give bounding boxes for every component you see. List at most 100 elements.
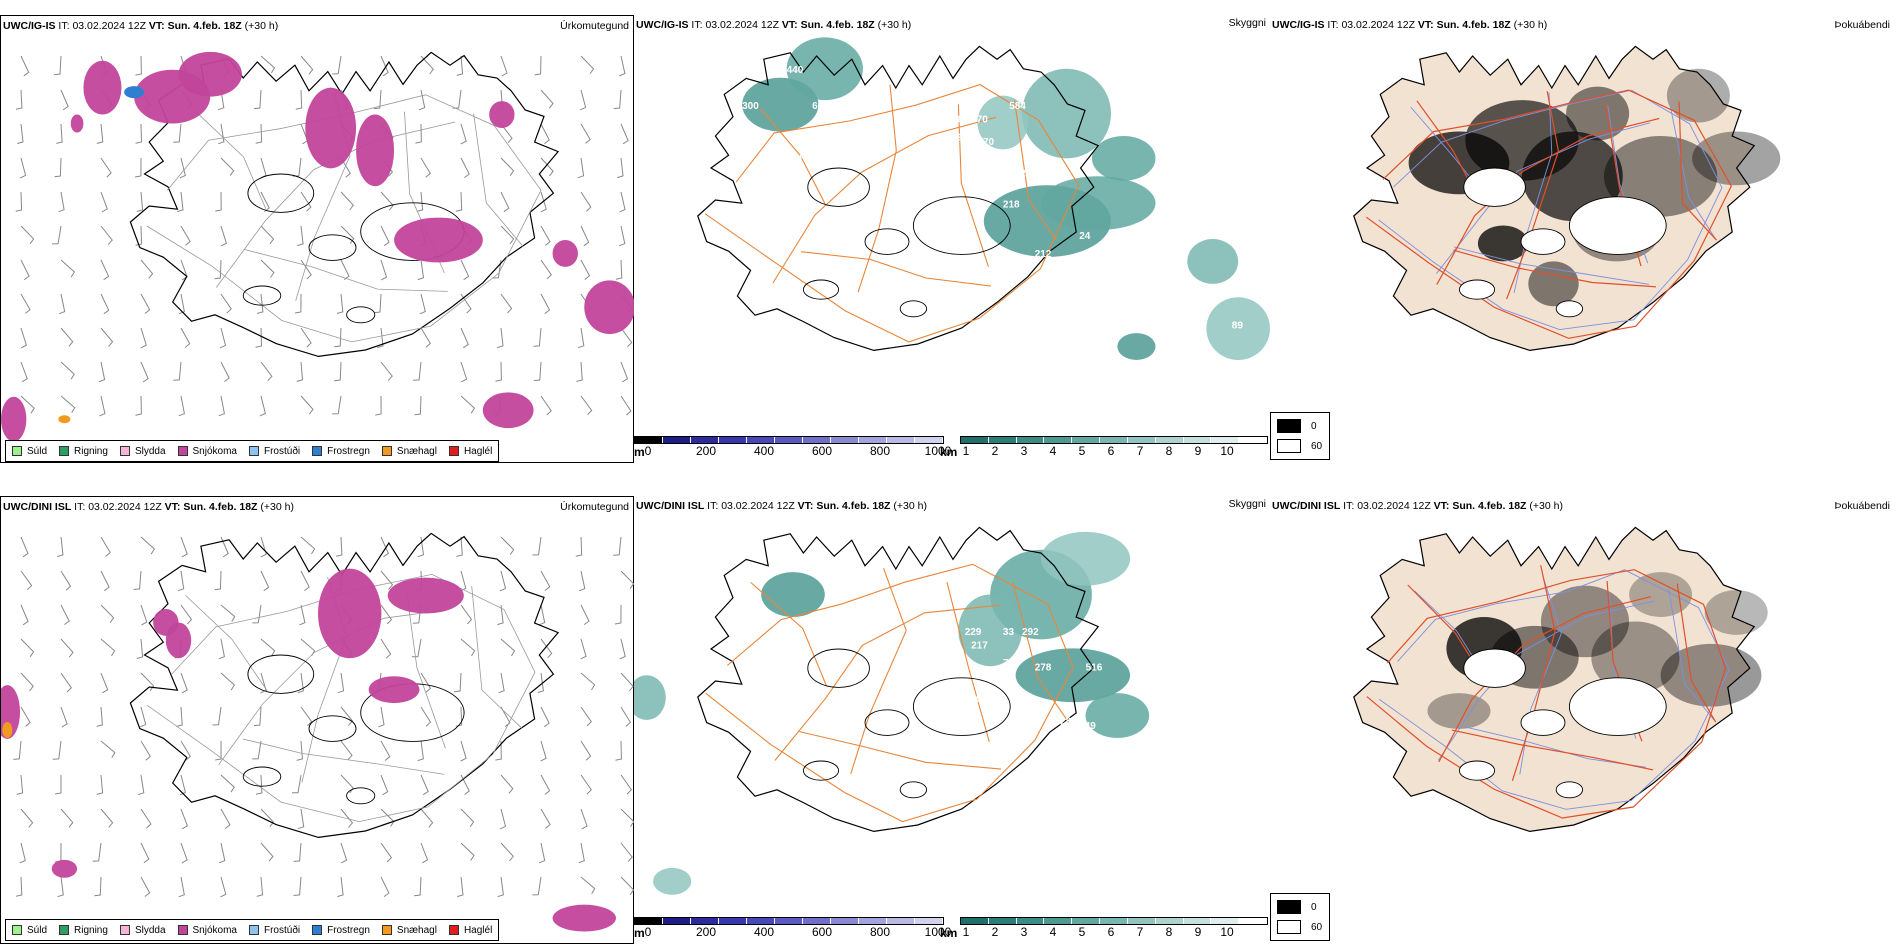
colorbar-tick: 7	[1136, 444, 1144, 458]
wind-barb	[218, 638, 225, 660]
wind-barb	[19, 157, 27, 179]
wind-barb	[54, 157, 62, 178]
wind-barb	[300, 191, 312, 212]
wind-barb	[495, 740, 502, 761]
wind-barb	[180, 740, 191, 761]
wind-barb	[418, 89, 426, 111]
wind-barb	[577, 157, 585, 179]
colorbar-tick: 1000	[924, 444, 952, 458]
low-visibility-area	[653, 867, 692, 895]
colorbar-segment	[775, 437, 803, 443]
wind-barb	[178, 293, 185, 315]
wind-barb	[580, 395, 593, 416]
legend-item: Snjókoma	[177, 925, 237, 936]
wind-barb	[492, 259, 502, 279]
wind-barb	[455, 706, 463, 727]
colorbar-tick: 600	[811, 444, 833, 458]
legend-swatch	[119, 925, 130, 935]
ceiling-value-label: 787	[952, 115, 969, 126]
wind-barb	[100, 808, 114, 828]
wind-barb	[420, 327, 431, 348]
snow-area	[178, 51, 242, 97]
low-visibility-area	[1021, 68, 1111, 159]
wind-barb	[215, 740, 222, 761]
glacier-outline	[1458, 279, 1496, 300]
wind-barb	[293, 842, 302, 862]
panel-title: Þokuábendi	[1834, 19, 1890, 31]
wind-barb	[620, 570, 635, 589]
wind-barb	[416, 191, 424, 212]
wind-barb	[214, 570, 222, 591]
wind-barb	[177, 570, 185, 592]
wind-barb	[220, 672, 236, 691]
legend-label: Súld	[27, 445, 48, 457]
legend-item: Frostúði	[248, 446, 300, 457]
glacier-outline	[802, 760, 840, 781]
wind-barb	[456, 536, 463, 557]
colorbar-tick: 5	[1078, 925, 1086, 939]
wind-barb	[220, 157, 235, 176]
snow-area	[165, 622, 192, 659]
wind-barb	[19, 842, 26, 864]
wind-barb	[337, 876, 344, 898]
legend-swatch	[12, 925, 22, 935]
iceland-precip-map	[1, 532, 635, 932]
iceland-precip-map	[1, 51, 635, 442]
wind-barb	[260, 672, 267, 694]
wind-barb	[294, 293, 302, 314]
glacier-outline	[807, 167, 870, 207]
road-line	[218, 609, 447, 766]
legend-swatch	[119, 446, 130, 456]
wind-barb	[15, 191, 23, 212]
iceland-fog-index-map	[1353, 45, 1781, 352]
wind-barb	[133, 570, 142, 590]
legend-label: Haglél	[463, 445, 493, 457]
fog-index-area	[1540, 585, 1630, 658]
wind-barb	[52, 225, 62, 245]
legend-label: Súld	[27, 924, 48, 936]
legend-swatch	[177, 925, 188, 935]
wind-barb	[20, 395, 35, 414]
wind-barb	[540, 293, 551, 314]
colorbar-segment	[1100, 918, 1128, 924]
legend-item: Slydda	[119, 446, 166, 457]
wind-barb	[60, 604, 70, 625]
wind-barb	[60, 259, 76, 278]
wind-barb	[495, 361, 502, 382]
glacier-outline	[899, 781, 928, 799]
wind-barb	[299, 604, 306, 626]
wind-barb	[578, 842, 585, 864]
legend-swatch	[248, 446, 259, 456]
wind-barb	[20, 638, 35, 658]
fog-legend-swatch	[1277, 439, 1301, 453]
ceiling-value-label: 122	[1009, 168, 1026, 179]
wind-barb	[176, 706, 183, 727]
wind-barb	[460, 293, 472, 314]
wind-barb	[20, 536, 29, 558]
wind-barb	[420, 774, 429, 796]
colorbar-segment	[1016, 437, 1045, 443]
panel-header: UWC/DINI ISL IT: 03.02.2024 12Z VT: Sun.…	[3, 501, 294, 513]
colorbar-segment	[1155, 437, 1184, 443]
colorbar-segment	[1044, 437, 1073, 443]
wind-barb	[540, 123, 550, 144]
wind-barb	[140, 842, 150, 864]
wind-barb	[180, 672, 188, 694]
wind-barb	[335, 536, 343, 557]
wind-barb	[577, 327, 585, 349]
colorbar-tick: 5	[1078, 444, 1086, 458]
snow-area	[83, 60, 122, 115]
wind-barb	[460, 395, 476, 414]
wind-barb	[497, 327, 504, 349]
snow-area	[1, 396, 27, 442]
wind-barb	[55, 775, 62, 795]
colorbar-segment	[1016, 918, 1045, 924]
wind-barb	[179, 157, 186, 179]
wind-barb	[619, 638, 626, 660]
low-visibility-area	[1091, 135, 1156, 181]
glacier-outline	[1463, 167, 1526, 207]
legend-item: Súld	[12, 925, 47, 936]
wind-barb	[173, 123, 182, 143]
wind-barb	[60, 638, 74, 658]
wind-barb	[540, 740, 547, 762]
